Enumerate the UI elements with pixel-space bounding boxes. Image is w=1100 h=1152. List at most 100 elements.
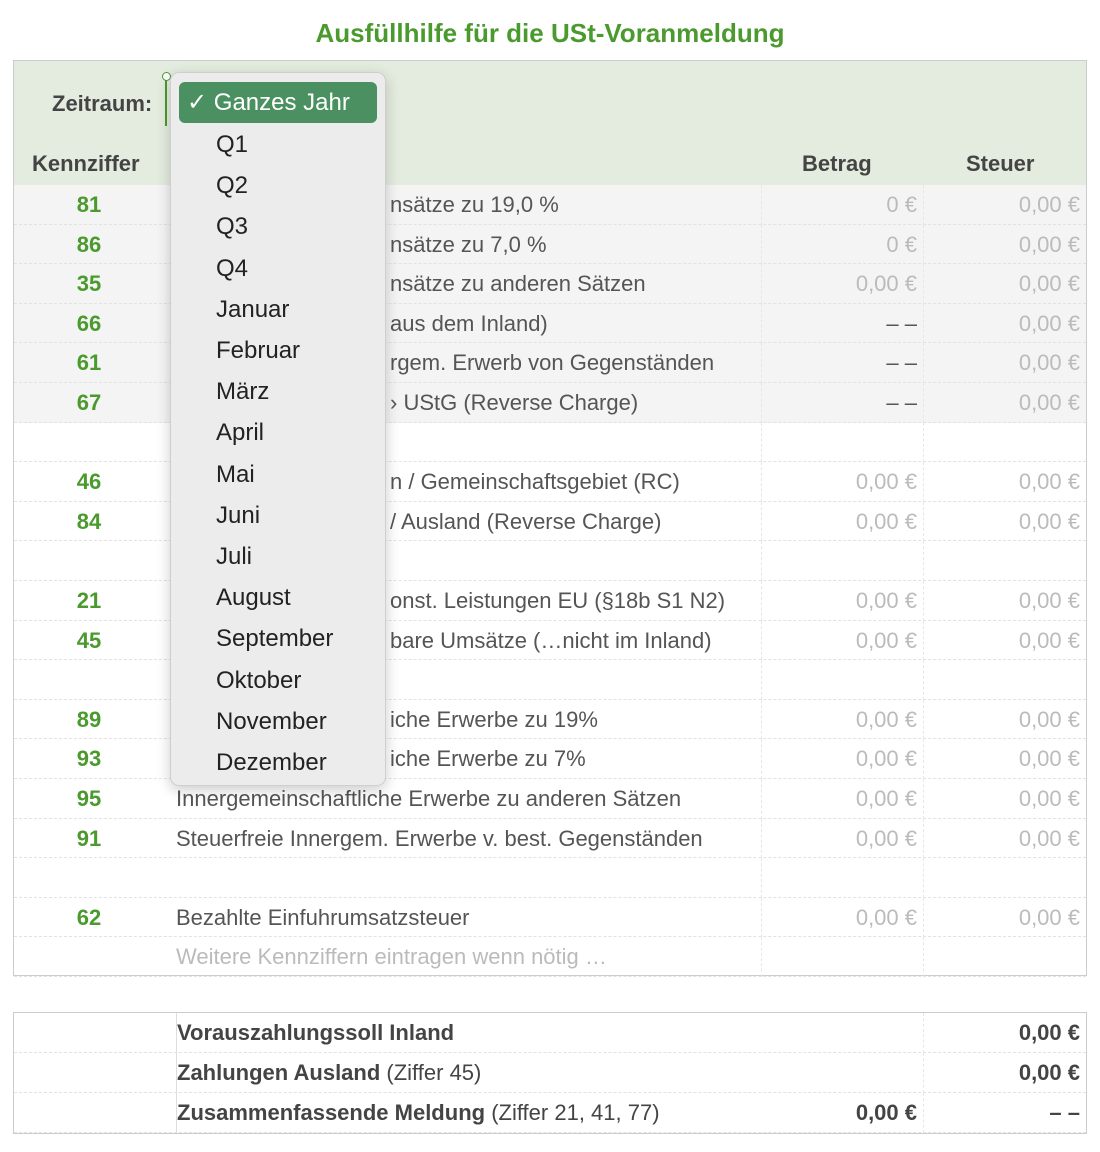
betrag-cell[interactable]: 0,00 € <box>761 620 923 661</box>
table-row[interactable]: 45 bare Umsätze (…nicht im Inland) 0,00 … <box>14 620 1086 661</box>
dropdown-option[interactable]: Q3 <box>216 213 249 241</box>
kennziffer-cell[interactable] <box>14 937 164 977</box>
label-cell[interactable]: Bezahlte Einfuhrumsatzsteuer <box>176 904 470 930</box>
steuer-cell[interactable]: 0,00 € <box>923 303 1086 344</box>
dropdown-option[interactable]: Q1 <box>216 131 249 158</box>
table-row[interactable]: 62 Bezahlte Einfuhrumsatzsteuer 0,00 € 0… <box>14 897 1086 938</box>
betrag-cell[interactable] <box>761 937 923 977</box>
steuer-cell[interactable]: 0,00 € <box>923 620 1086 661</box>
table-row[interactable] <box>14 541 1086 581</box>
table-row[interactable]: 84 / Ausland (Reverse Charge) 0,00 € 0,0… <box>14 501 1086 542</box>
table-row[interactable] <box>14 660 1086 700</box>
kennziffer-cell[interactable]: 95 <box>76 786 102 811</box>
betrag-cell[interactable]: 0,00 € <box>761 462 923 502</box>
betrag-cell[interactable]: – – <box>761 383 923 423</box>
label-cell[interactable]: rgem. Erwerb von Gegenständen <box>390 350 715 376</box>
betrag-cell[interactable] <box>761 541 923 581</box>
label-cell[interactable]: bare Umsätze (…nicht im Inland) <box>390 627 712 653</box>
steuer-cell[interactable]: 0,00 € <box>923 185 1086 225</box>
betrag-cell[interactable]: 0,00 € <box>761 897 923 938</box>
kennziffer-cell[interactable]: 21 <box>76 588 102 613</box>
steuer-cell[interactable] <box>923 660 1086 700</box>
label-cell[interactable]: Innergemeinschaftliche Erwerbe zu andere… <box>176 786 682 811</box>
kennziffer-cell[interactable]: 66 <box>76 310 102 336</box>
betrag-cell[interactable]: 0,00 € <box>761 699 923 740</box>
label-cell[interactable]: n / Gemeinschaftsgebiet (RC) <box>390 469 680 495</box>
table-row[interactable]: 46 n / Gemeinschaftsgebiet (RC) 0,00 € 0… <box>14 462 1086 502</box>
table-row[interactable] <box>14 858 1086 898</box>
kennziffer-cell[interactable]: 84 <box>76 508 102 534</box>
kennziffer-cell[interactable]: 61 <box>76 350 102 376</box>
steuer-cell[interactable]: 0,00 € <box>923 343 1086 383</box>
steuer-cell[interactable]: 0,00 € <box>923 224 1086 265</box>
steuer-cell[interactable]: 0,00 € <box>923 779 1086 819</box>
dropdown-option[interactable]: Oktober <box>216 666 302 694</box>
betrag-cell[interactable]: 0,00 € <box>761 779 923 819</box>
label-cell[interactable]: nsätze zu anderen Sätzen <box>390 271 646 297</box>
dropdown-option[interactable]: April <box>216 419 265 447</box>
steuer-cell[interactable]: 0,00 € <box>923 581 1086 621</box>
dropdown-option[interactable]: August <box>216 584 291 612</box>
dropdown-option[interactable]: Januar <box>216 295 290 323</box>
kennziffer-cell[interactable]: 35 <box>76 271 102 297</box>
betrag-cell[interactable]: 0 € <box>761 224 923 265</box>
steuer-cell[interactable] <box>923 541 1086 581</box>
label-cell[interactable]: Weitere Kennziffern eintragen wenn nötig… <box>176 944 607 970</box>
betrag-cell[interactable] <box>761 858 923 898</box>
dropdown-option[interactable]: Dezember <box>216 749 327 776</box>
kennziffer-cell[interactable] <box>14 660 164 700</box>
table-row[interactable]: 91 Steuerfreie Innergem. Erwerbe v. best… <box>14 818 1086 859</box>
steuer-cell[interactable]: 0,00 € <box>923 501 1086 542</box>
steuer-cell[interactable]: 0,00 € <box>923 699 1086 740</box>
label-cell[interactable]: nsätze zu 7,0 % <box>390 231 547 257</box>
label-cell[interactable]: onst. Leistungen EU (§18b S1 N2) <box>390 588 726 613</box>
dropdown-option[interactable]: Juni <box>216 501 261 529</box>
betrag-cell[interactable]: 0,00 € <box>761 501 923 542</box>
label-cell[interactable]: iche Erwerbe zu 7% <box>390 746 586 772</box>
label-cell[interactable]: › UStG (Reverse Charge) <box>390 390 639 415</box>
steuer-cell[interactable]: 0,00 € <box>923 462 1086 502</box>
label-cell[interactable]: Steuerfreie Innergem. Erwerbe v. best. G… <box>176 825 703 851</box>
kennziffer-cell[interactable]: 81 <box>76 192 102 217</box>
kennziffer-cell[interactable]: 86 <box>76 231 102 257</box>
table-row[interactable]: 89 iche Erwerbe zu 19% 0,00 € 0,00 € <box>14 699 1086 740</box>
steuer-cell[interactable] <box>923 858 1086 898</box>
label-cell[interactable]: / Ausland (Reverse Charge) <box>390 508 662 534</box>
betrag-cell[interactable]: 0 € <box>761 185 923 225</box>
betrag-cell[interactable]: 0,00 € <box>761 739 923 779</box>
kennziffer-cell[interactable] <box>14 541 164 581</box>
table-row[interactable] <box>14 422 1086 463</box>
kennziffer-cell[interactable]: 46 <box>76 469 102 495</box>
label-cell[interactable] <box>390 541 761 581</box>
steuer-cell[interactable] <box>923 937 1086 977</box>
betrag-cell[interactable] <box>761 422 923 463</box>
table-row[interactable]: 21 onst. Leistungen EU (§18b S1 N2) 0,00… <box>14 581 1086 621</box>
table-row[interactable]: 93 iche Erwerbe zu 7% 0,00 € 0,00 € <box>14 739 1086 779</box>
kennziffer-cell[interactable]: 67 <box>76 390 102 415</box>
kennziffer-cell[interactable] <box>14 423 164 463</box>
dropdown-option[interactable]: Mai <box>216 460 255 488</box>
kennziffer-cell[interactable] <box>14 858 164 898</box>
betrag-cell[interactable]: 0,00 € <box>761 264 923 304</box>
table-row[interactable]: 95 Innergemeinschaftliche Erwerbe zu and… <box>14 779 1086 819</box>
steuer-cell[interactable]: 0,00 € <box>923 739 1086 779</box>
kennziffer-cell[interactable]: 91 <box>76 825 102 851</box>
steuer-cell[interactable] <box>923 422 1086 463</box>
betrag-cell[interactable]: – – <box>761 303 923 344</box>
dropdown-option[interactable]: September <box>216 625 334 653</box>
dropdown-option[interactable]: Juli <box>216 543 253 570</box>
betrag-cell[interactable]: 0,00 € <box>761 581 923 621</box>
steuer-cell[interactable]: 0,00 € <box>923 383 1086 423</box>
steuer-cell[interactable]: 0,00 € <box>923 264 1086 304</box>
zeitraum-dropdown-menu[interactable]: ✓ Ganzes Jahr Q1 Q2 Q3 Q4 Januar Februar März A… <box>170 72 386 786</box>
kennziffer-cell[interactable]: 62 <box>76 904 102 930</box>
label-cell[interactable]: iche Erwerbe zu 19% <box>390 706 598 732</box>
kennziffer-cell[interactable]: 45 <box>76 627 102 653</box>
betrag-cell[interactable]: 0,00 € <box>761 818 923 859</box>
dropdown-option[interactable]: März <box>216 378 270 406</box>
steuer-cell[interactable]: 0,00 € <box>923 818 1086 859</box>
label-cell[interactable]: aus dem Inland) <box>390 310 548 336</box>
label-cell[interactable] <box>390 423 761 463</box>
dropdown-option[interactable]: Februar <box>216 337 301 364</box>
betrag-cell[interactable]: – – <box>761 343 923 383</box>
